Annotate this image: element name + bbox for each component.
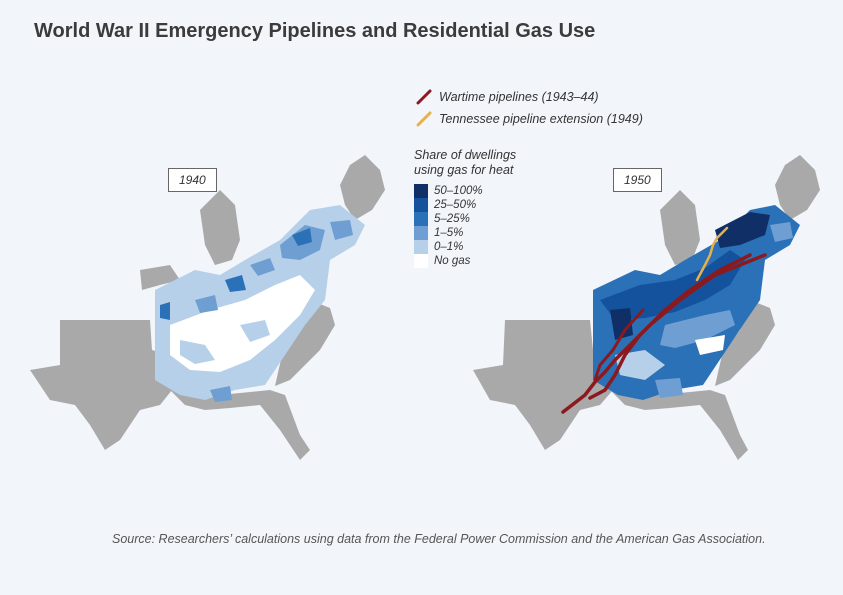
legend-label: 0–1% xyxy=(434,241,464,253)
study-region-1950 xyxy=(593,205,800,400)
legend-label: Wartime pipelines (1943–44) xyxy=(439,90,599,104)
swatch xyxy=(414,212,428,226)
legend-item: 0–1% xyxy=(414,240,544,254)
legend-item: No gas xyxy=(414,254,544,268)
outside-region-land xyxy=(473,155,820,460)
legend-label: 50–100% xyxy=(434,185,483,197)
legend-item-wartime-pipelines: Wartime pipelines (1943–44) xyxy=(415,86,643,108)
pipeline-legend: Wartime pipelines (1943–44) Tennessee pi… xyxy=(415,86,643,130)
legend-label: 25–50% xyxy=(434,199,477,211)
share-legend: Share of dwellings using gas for heat 50… xyxy=(414,148,544,268)
legend-label: No gas xyxy=(434,255,471,267)
legend-item: 5–25% xyxy=(414,212,544,226)
swatch xyxy=(414,198,428,212)
swatch xyxy=(414,240,428,254)
legend-item: 25–50% xyxy=(414,198,544,212)
study-region-1940 xyxy=(155,205,365,402)
outside-region-land xyxy=(30,155,385,460)
chart-title: World War II Emergency Pipelines and Res… xyxy=(34,20,596,42)
map-1940 xyxy=(30,155,385,460)
wartime-pipelines xyxy=(561,253,767,414)
share-legend-title: Share of dwellings using gas for heat xyxy=(414,148,517,177)
legend-label: Tennessee pipeline extension (1949) xyxy=(439,112,643,126)
year-label-1940: 1940 xyxy=(168,168,217,192)
legend-item: 50–100% xyxy=(414,184,544,198)
year-label-1950: 1950 xyxy=(613,168,662,192)
legend-label: 5–25% xyxy=(434,213,470,225)
swatch xyxy=(414,254,428,268)
swatch xyxy=(414,184,428,198)
tennessee-pipeline-extension xyxy=(695,226,729,282)
wartime-pipeline-line-icon xyxy=(416,89,432,105)
legend-label: 1–5% xyxy=(434,227,464,239)
swatch xyxy=(414,226,428,240)
legend-item: 1–5% xyxy=(414,226,544,240)
tennessee-extension-line-icon xyxy=(416,111,432,127)
source-note: Source: Researchers’ calculations using … xyxy=(112,532,766,546)
map-1950 xyxy=(473,155,820,460)
legend-item-tennessee-extension: Tennessee pipeline extension (1949) xyxy=(415,108,643,130)
